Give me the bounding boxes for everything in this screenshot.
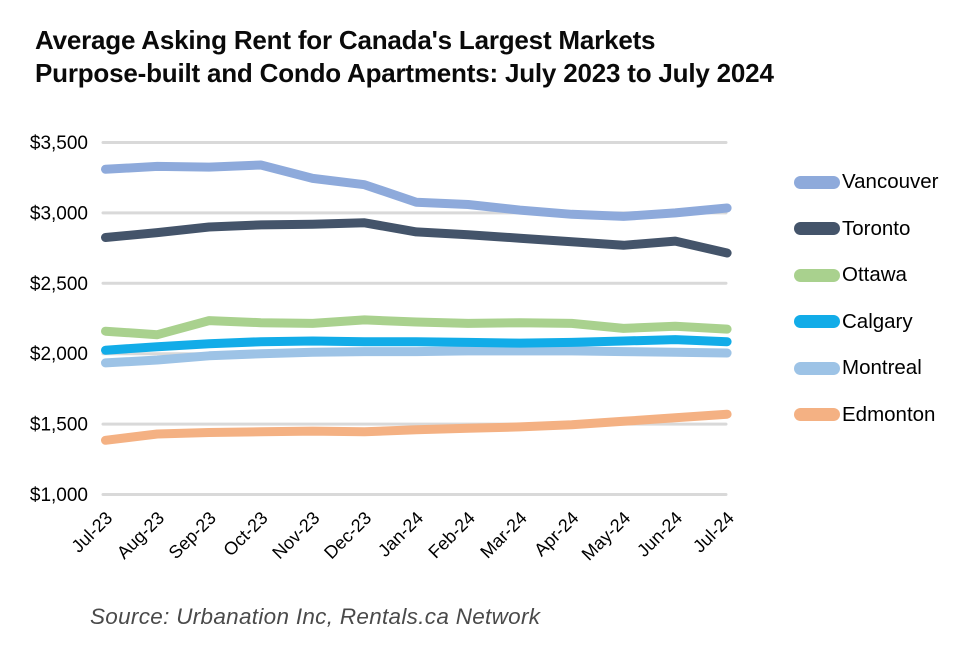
legend-item-toronto: Toronto (794, 215, 938, 243)
legend-label-edmonton: Edmonton (842, 402, 936, 426)
legend-item-montreal: Montreal (794, 354, 938, 382)
y-axis-tick-label: $1,500 (30, 415, 88, 436)
chart-title: Average Asking Rent for Canada's Largest… (35, 24, 774, 89)
legend-color-chip-ottawa (794, 268, 840, 282)
x-axis-tick-label: Jan-24 (374, 508, 427, 561)
x-axis-tick-label: Aug-23 (113, 508, 168, 563)
legend-item-edmonton: Edmonton (794, 401, 938, 429)
legend-item-ottawa: Ottawa (794, 261, 938, 289)
series-line-montreal (101, 346, 732, 368)
legend-color-chip-vancouver (794, 175, 840, 189)
series-line-calgary (101, 335, 732, 355)
legend-label-toronto: Toronto (842, 216, 911, 240)
series-line-toronto (101, 218, 732, 258)
legend-item-calgary: Calgary (794, 308, 938, 336)
x-axis-tick-label: Jul-24 (689, 508, 738, 557)
series-line-vancouver (101, 160, 732, 221)
legend-label-calgary: Calgary (842, 309, 913, 333)
source-caption: Source: Urbanation Inc, Rentals.ca Netwo… (90, 604, 541, 629)
series-line-edmonton (101, 409, 732, 445)
x-axis-tick-label: Feb-24 (424, 508, 478, 562)
x-axis-tick-label: May-24 (578, 508, 635, 565)
x-axis-tick-label: Dec-23 (320, 508, 375, 563)
legend-color-chip-montreal (794, 361, 840, 375)
legend-item-vancouver: Vancouver (794, 168, 938, 196)
x-axis-tick-label: Sep-23 (165, 508, 220, 563)
chart-title-line-2: Purpose-built and Condo Apartments: July… (35, 57, 774, 88)
x-axis-tick-label: Nov-23 (268, 508, 323, 563)
y-axis-tick-label: $2,500 (30, 274, 88, 295)
legend-label-montreal: Montreal (842, 356, 922, 379)
x-axis-tick-label: Jun-24 (633, 508, 686, 561)
legend-label-vancouver: Vancouver (842, 170, 939, 193)
y-axis-tick-label: $2,000 (30, 344, 88, 365)
x-axis-tick-label: Mar-24 (476, 508, 530, 562)
legend-label-ottawa: Ottawa (842, 263, 907, 286)
y-axis-tick-label: $3,000 (30, 203, 88, 224)
series-line-ottawa (101, 315, 732, 340)
y-axis-tick-label: $1,000 (30, 485, 88, 506)
legend-color-chip-edmonton (794, 408, 840, 421)
chart-title-line-1: Average Asking Rent for Canada's Largest… (35, 25, 656, 55)
x-axis-tick-label: Oct-23 (219, 508, 271, 560)
chart-legend: Vancouver Toronto Ottawa Calgary Montrea… (794, 168, 938, 429)
x-axis-tick-label: Jul-23 (68, 508, 117, 557)
legend-color-chip-calgary (794, 315, 840, 328)
x-axis-tick-label: Apr-24 (530, 508, 582, 560)
legend-color-chip-toronto (794, 222, 840, 235)
y-axis-tick-label: $3,500 (30, 133, 88, 154)
